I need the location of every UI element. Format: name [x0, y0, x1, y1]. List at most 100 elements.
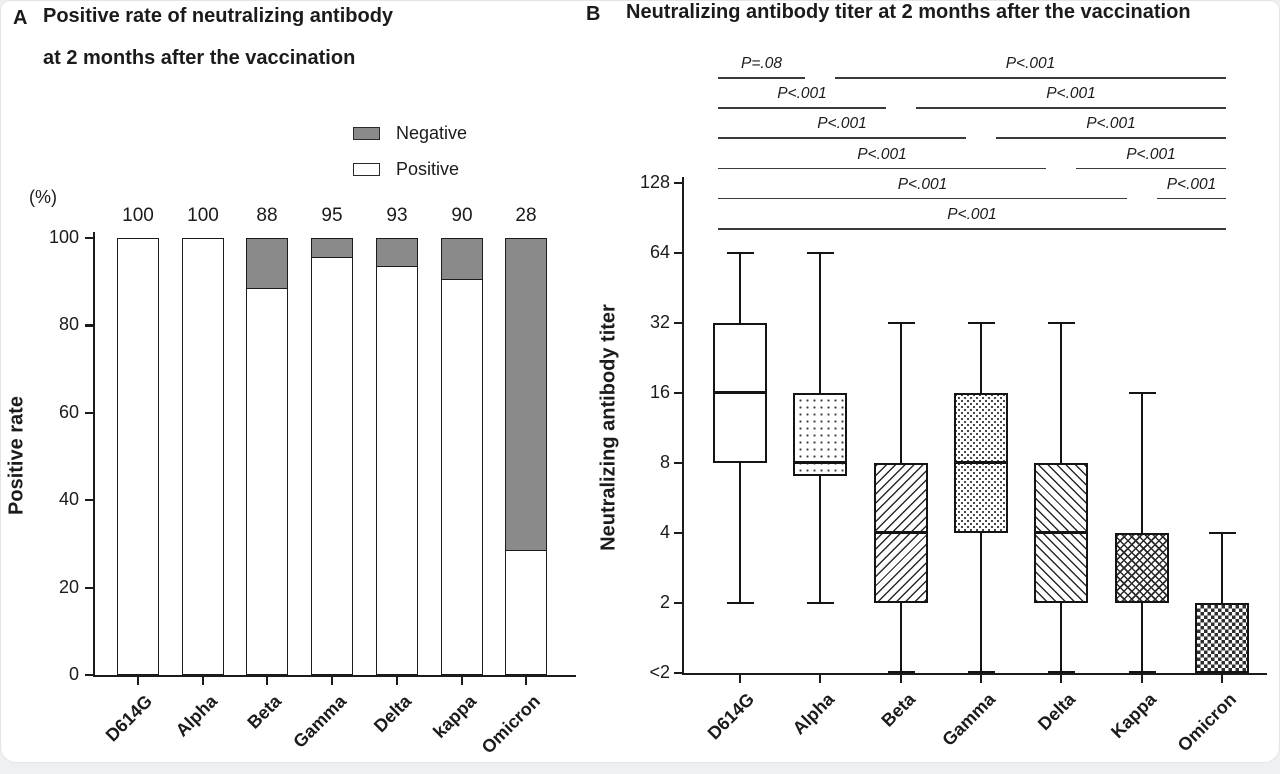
panel-b-y-tick: [673, 461, 682, 465]
bar-negative-segment: [442, 239, 482, 281]
bar-delta: [376, 238, 418, 675]
whisker-top-cap-omicron: [1208, 531, 1236, 535]
legend-positive-label: Positive: [396, 159, 460, 179]
panel-b-y-tick: [673, 321, 682, 325]
box-delta: [1034, 463, 1088, 603]
panel-a-y-tick-label: 40: [58, 489, 79, 510]
panel-b-y-tick: [673, 391, 682, 395]
bar-negative-segment: [506, 239, 546, 552]
comparison-line-delta-omicron: [1076, 167, 1226, 170]
panel-b-x-tick: [818, 675, 822, 684]
bar-negative-segment: [312, 239, 352, 259]
p-value-label: P<.001: [1086, 115, 1136, 133]
p-value-label: P<.001: [1126, 145, 1176, 163]
whisker-bottom-cap-alpha: [806, 601, 834, 605]
whisker-bottom-cap-kappa: [1128, 670, 1156, 673]
panel-b-x-tick: [899, 675, 903, 684]
p-value-label: P<.001: [897, 175, 948, 193]
whisker-top-cap-kappa: [1128, 391, 1156, 395]
panel-a-y-tick: [85, 411, 93, 414]
panel-b-letter: B: [586, 3, 601, 25]
bar-value-label: 95: [321, 205, 343, 226]
median-line-d614g: [715, 391, 765, 394]
p-value-label: P<.001: [947, 206, 997, 223]
panel-b-x-axis-line: [681, 673, 1267, 676]
whisker-bottom-cap-beta: [887, 670, 915, 673]
median-line-gamma: [956, 461, 1006, 464]
panel-b-x-tick: [738, 675, 742, 684]
panel-b-y-tick-label: 64: [649, 242, 670, 262]
bar-value-label: 100: [122, 205, 154, 226]
bar-omicron: [505, 238, 547, 675]
whisker-top-cap-d614g: [726, 251, 754, 255]
box-beta: [874, 463, 928, 603]
bar-value-label: 93: [386, 205, 408, 226]
panel-a-y-tick: [85, 586, 93, 589]
comparison-line-gamma-omicron: [996, 137, 1226, 139]
p-value-label: P<.001: [777, 85, 827, 103]
p-value-label: P<.001: [1046, 85, 1096, 103]
panel-b-y-tick-label: 4: [659, 522, 670, 542]
panel-a-title-line1: Positive rate of neutralizing antibody: [43, 5, 394, 27]
panel-b-x-tick: [1140, 675, 1144, 684]
bar-alpha: [182, 238, 224, 675]
panel-b-x-tick: [979, 675, 983, 684]
panel-a-y-tick: [85, 674, 93, 677]
panel-a-x-tick: [524, 677, 528, 686]
comparison-line-d614g-alpha: [718, 77, 805, 79]
bar-value-label: 100: [187, 205, 219, 226]
median-line-delta: [1036, 531, 1086, 534]
panel-b-y-tick: [673, 671, 682, 675]
comparison-line-d614g-beta: [718, 107, 886, 109]
bar-beta: [246, 238, 288, 675]
panel-b-title: Neutralizing antibody titer at 2 months …: [626, 1, 1191, 23]
whisker-bottom-cap-d614g: [726, 601, 754, 605]
panel-a-x-tick: [460, 677, 464, 686]
p-value-label: P<.001: [857, 145, 907, 163]
panel-b-y-tick-label: 128: [639, 172, 670, 192]
p-value-label: P=.08: [741, 55, 782, 72]
comparison-line-d614g-delta: [718, 167, 1046, 170]
legend-item-positive: Positive: [353, 159, 459, 180]
comparison-line-d614g-gamma: [718, 137, 966, 139]
panel-b-y-tick-label: 8: [659, 452, 670, 472]
panel-a-y-tick: [85, 237, 93, 240]
comparison-line-kappa-omicron: [1157, 197, 1226, 200]
panel-b-y-tick-label: <2: [649, 662, 670, 682]
box-d614g: [713, 323, 767, 463]
panel-a-x-tick: [395, 677, 399, 686]
panel-b-x-tick: [1059, 675, 1063, 684]
whisker-bottom-cap-gamma: [967, 670, 995, 673]
p-value-label: P<.001: [1005, 55, 1056, 72]
legend-negative-label: Negative: [396, 123, 468, 143]
panel-a-x-tick: [265, 677, 269, 686]
panel-a-y-unit: (%): [29, 187, 57, 207]
panel-b-y-tick: [673, 251, 682, 255]
panel-b-y-tick: [673, 181, 682, 185]
panel-b-y-tick-label: 32: [649, 312, 670, 332]
negative-swatch-icon: [353, 127, 380, 140]
whisker-bottom-cap-delta: [1047, 670, 1075, 673]
panel-a-title-line2: at 2 months after the vaccination: [43, 47, 356, 69]
comparison-line-d614g-omicron: [718, 228, 1226, 230]
panel-a-x-tick: [330, 677, 334, 686]
whisker-top-cap-gamma: [967, 321, 995, 325]
whisker-top-cap-alpha: [806, 251, 834, 255]
panel-a-y-tick: [85, 324, 93, 327]
median-line-alpha: [795, 461, 845, 464]
panel-b-y-tick-label: 16: [649, 382, 670, 402]
panel-a-x-axis-line: [92, 675, 576, 678]
panel-b-y-tick: [673, 531, 682, 535]
panel-a-x-tick: [201, 677, 205, 686]
p-value-label: P<.001: [1166, 175, 1217, 193]
whisker-top-cap-beta: [887, 321, 915, 325]
panel-a-y-axis-line: [92, 232, 95, 678]
comparison-line-alpha-omicron: [835, 77, 1226, 79]
box-kappa: [1115, 533, 1169, 603]
bar-d614g: [117, 238, 159, 675]
positive-swatch-icon: [353, 163, 380, 176]
